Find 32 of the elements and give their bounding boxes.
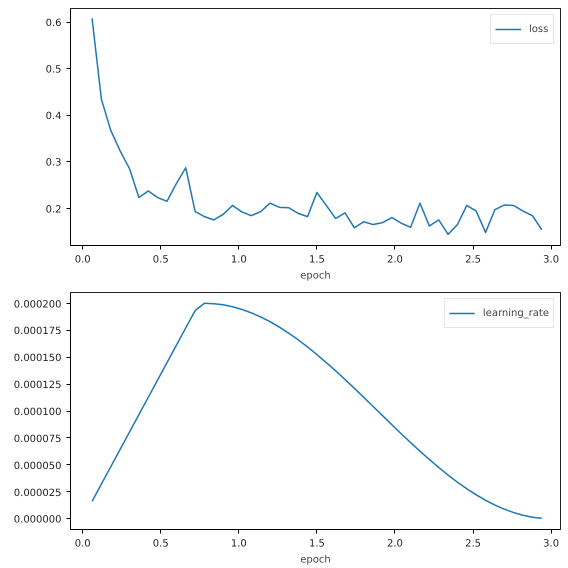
x-tick-label: 1.0 bbox=[230, 254, 247, 266]
y-tick-label: 0.000175 bbox=[14, 326, 62, 338]
x-tick-label: 0.0 bbox=[74, 254, 91, 266]
legend-label: learning_rate bbox=[482, 308, 549, 318]
x-tick-label: 1.5 bbox=[308, 538, 325, 550]
x-tick-label: 1.0 bbox=[230, 538, 247, 550]
legend-label: loss bbox=[529, 24, 549, 34]
x-tick-label: 0.5 bbox=[152, 254, 169, 266]
y-tick-label: 0.000050 bbox=[14, 460, 62, 472]
x-axis-title: epoch bbox=[300, 554, 331, 566]
y-tick-label: 0.000100 bbox=[14, 407, 62, 418]
x-tick-label: 3.0 bbox=[543, 538, 560, 550]
x-tick-label: 2.0 bbox=[387, 254, 403, 266]
x-tick-label: 3.0 bbox=[543, 254, 560, 266]
y-tick-label: 0.6 bbox=[46, 18, 62, 30]
x-tick-label: 0.0 bbox=[74, 538, 91, 550]
x-axis-title: epoch bbox=[300, 270, 331, 282]
y-tick-label: 0.000200 bbox=[14, 299, 62, 310]
y-tick-label: 0.000125 bbox=[14, 380, 62, 392]
y-tick-label: 0.000000 bbox=[14, 514, 62, 526]
x-tick-label: 0.5 bbox=[152, 538, 169, 550]
x-tick-label: 2.0 bbox=[387, 538, 403, 550]
y-tick-label: 0.3 bbox=[46, 158, 62, 169]
x-tick-label: 2.5 bbox=[465, 538, 482, 550]
y-tick-label: 0.2 bbox=[46, 204, 62, 216]
y-tick-label: 0.000150 bbox=[14, 353, 62, 364]
x-tick-label: 2.5 bbox=[465, 254, 482, 266]
y-tick-label: 0.000025 bbox=[14, 488, 62, 499]
y-tick-label: 0.000075 bbox=[14, 434, 62, 445]
y-tick-label: 0.5 bbox=[46, 64, 62, 76]
x-tick-label: 1.5 bbox=[308, 254, 325, 266]
y-tick-label: 0.4 bbox=[46, 111, 62, 122]
